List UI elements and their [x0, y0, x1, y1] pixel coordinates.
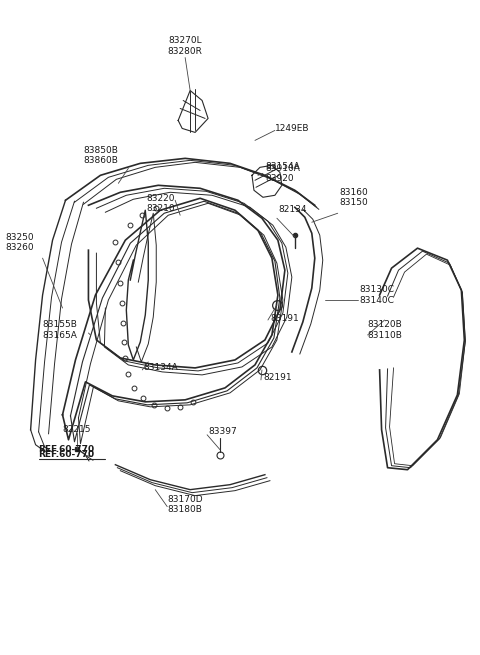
- Text: 83160
83150: 83160 83150: [340, 188, 369, 207]
- Text: 83850B
83860B: 83850B 83860B: [84, 146, 119, 165]
- Text: 83134A: 83134A: [144, 364, 178, 373]
- Text: 82215: 82215: [62, 425, 91, 434]
- Text: 83120B
83110B: 83120B 83110B: [368, 320, 403, 340]
- Text: 83910A
83920: 83910A 83920: [265, 164, 300, 183]
- Text: 82191: 82191: [263, 373, 291, 383]
- Text: 83170D
83180B: 83170D 83180B: [167, 495, 203, 514]
- Text: 1249EB: 1249EB: [275, 124, 310, 133]
- Text: 83397: 83397: [208, 427, 237, 436]
- Text: 83250
83260: 83250 83260: [6, 233, 34, 252]
- Text: REF.60-770: REF.60-770: [38, 450, 95, 459]
- Text: 83155B
83165A: 83155B 83165A: [43, 320, 77, 340]
- Text: 83130C
83140C: 83130C 83140C: [360, 286, 395, 305]
- Text: 83220
83210: 83220 83210: [146, 194, 175, 214]
- Text: 83191: 83191: [270, 314, 299, 322]
- Text: 83270L
83280R: 83270L 83280R: [168, 36, 203, 56]
- Text: 83154A: 83154A: [265, 162, 300, 172]
- Text: 82134: 82134: [278, 205, 306, 214]
- Text: REF.60-770: REF.60-770: [38, 445, 95, 454]
